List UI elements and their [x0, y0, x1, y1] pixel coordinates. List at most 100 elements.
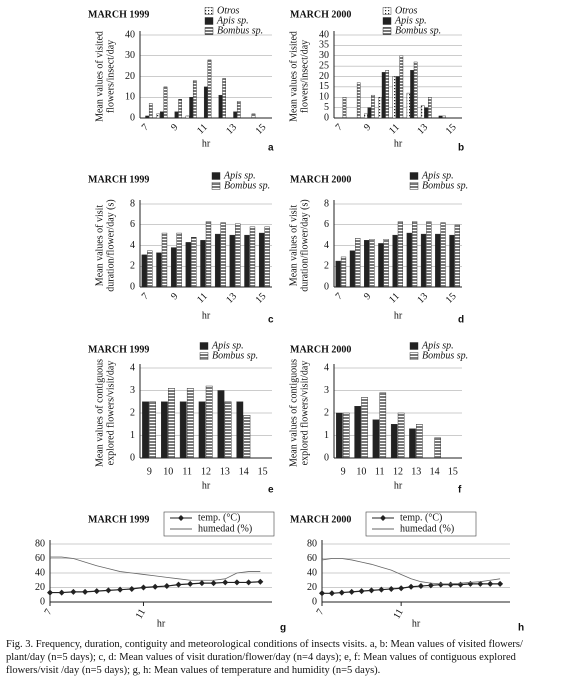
x-tick-label: 13: [411, 466, 421, 477]
bar: [203, 86, 208, 119]
bar: [236, 101, 241, 119]
legend-label: Bombus sp.: [224, 180, 270, 191]
bar: [191, 236, 197, 288]
x-tick-label: 7: [140, 291, 151, 302]
x-tick-label: 13: [220, 466, 230, 477]
legend-label: Apis sp.: [223, 170, 256, 181]
y-tick-label: 15: [319, 81, 329, 92]
y-tick-label: 4: [130, 240, 135, 251]
panel-title: MARCH 2000: [290, 9, 351, 20]
y-tick-label: 40: [125, 29, 135, 40]
bar: [217, 390, 225, 459]
bar: [229, 234, 235, 288]
point: [175, 581, 182, 588]
panel-letter: e: [268, 485, 274, 496]
y-tick-label: 20: [125, 71, 135, 82]
x-tick-label: 9: [362, 122, 373, 133]
legend-box: [163, 511, 275, 537]
x-tick-label: 9: [169, 291, 180, 302]
bar: [410, 70, 414, 119]
point: [58, 589, 65, 596]
bar: [142, 401, 149, 459]
point: [398, 585, 405, 592]
y-axis-label: flowers/insect/day: [105, 40, 116, 113]
legend-swatch: [204, 17, 214, 25]
point: [388, 585, 395, 592]
bar: [335, 260, 341, 288]
x-tick-label: 13: [415, 291, 430, 306]
y-axis-label: explored flowers/visit/day: [299, 361, 310, 466]
legend-label: Apis sp.: [394, 15, 427, 26]
panel-title: MARCH 1999: [88, 514, 149, 525]
bar: [200, 240, 206, 288]
bar: [438, 115, 443, 119]
point: [245, 579, 252, 586]
y-tick-label: 1: [130, 430, 135, 441]
line: [321, 558, 501, 585]
y-tick-label: 8: [324, 198, 329, 209]
bar: [354, 406, 361, 459]
x-tick-label: 7: [140, 122, 151, 133]
x-tick-label: 9: [362, 291, 373, 302]
x-tick-label: 7: [334, 291, 345, 302]
y-tick-label: 20: [319, 71, 329, 82]
point: [427, 582, 434, 589]
bar: [449, 234, 455, 288]
bar: [222, 78, 226, 119]
bar: [412, 221, 418, 288]
panel-title: MARCH 2000: [290, 174, 351, 185]
point: [328, 590, 335, 597]
legend-swatch: [409, 342, 419, 350]
point: [417, 583, 424, 590]
bar: [207, 59, 212, 119]
bar: [379, 392, 387, 459]
legend-marker: [178, 515, 184, 521]
bar: [349, 250, 356, 288]
bar: [176, 232, 182, 288]
bar: [174, 111, 179, 119]
x-tick-label: 11: [195, 291, 210, 306]
x-axis-label: hr: [412, 618, 421, 629]
bar: [243, 415, 251, 459]
bar: [145, 115, 149, 119]
y-tick-label: 40: [319, 29, 329, 40]
bar: [364, 240, 370, 288]
legend-swatch: [409, 172, 419, 180]
bar: [235, 223, 241, 288]
x-tick-label: 12: [201, 466, 211, 477]
y-tick-label: 0: [324, 452, 329, 463]
y-tick-label: 40: [307, 567, 317, 578]
bar: [413, 61, 418, 119]
bar: [205, 221, 212, 288]
legend-label: humedad (%): [198, 523, 252, 534]
point: [447, 581, 454, 588]
point: [358, 588, 365, 595]
y-tick-label: 60: [307, 553, 317, 564]
bar: [355, 238, 361, 288]
x-tick-label: 12: [393, 466, 403, 477]
x-tick-label: 15: [258, 466, 268, 477]
bar: [244, 234, 250, 288]
x-axis-label: hr: [394, 310, 403, 321]
y-tick-label: 30: [125, 50, 135, 61]
bar: [168, 388, 175, 459]
bar: [179, 401, 187, 459]
x-tick-label: 7: [334, 122, 345, 133]
legend-label: Apis sp.: [421, 340, 454, 351]
y-tick-label: 0: [312, 596, 317, 607]
panel-title: MARCH 2000: [290, 514, 351, 525]
legend-label: Bombus sp.: [212, 350, 258, 361]
legend-swatch: [409, 182, 419, 190]
point: [368, 587, 375, 594]
y-axis-label: duration/flower/day (s): [105, 199, 116, 291]
bar: [249, 226, 256, 288]
panel-title: MARCH 1999: [88, 344, 149, 355]
y-tick-label: 3: [324, 385, 329, 396]
x-tick-label: 7: [43, 607, 55, 617]
bar: [392, 76, 397, 119]
bar: [454, 224, 460, 288]
bar: [367, 107, 372, 119]
y-axis-label: duration/flower/day (s): [299, 199, 310, 291]
